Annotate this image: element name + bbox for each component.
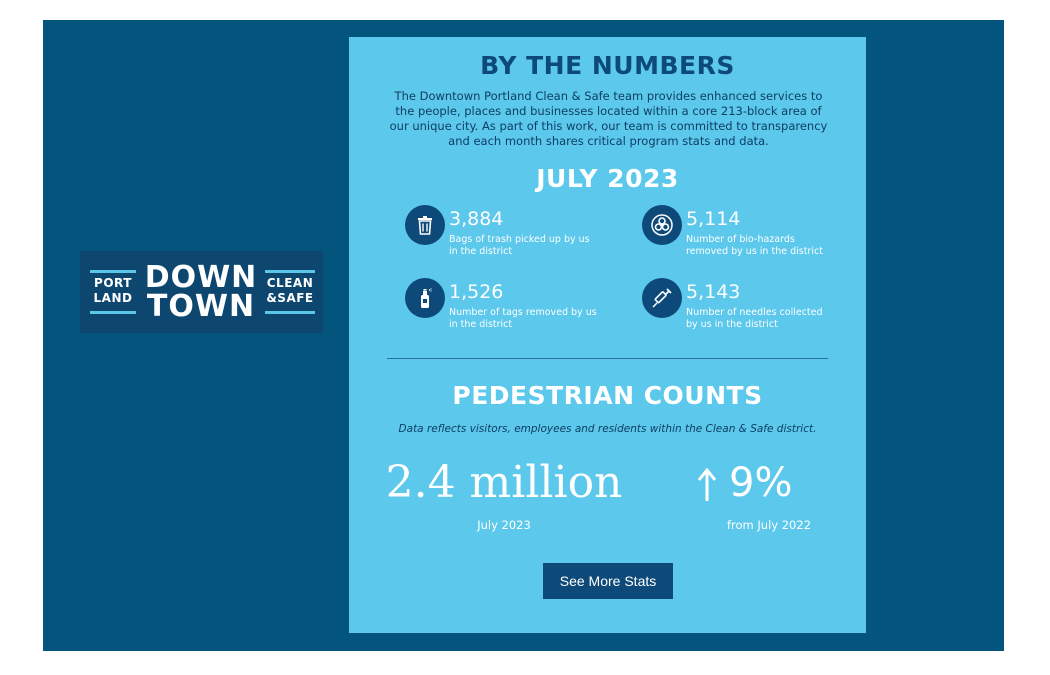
biohazard-icon xyxy=(642,205,682,245)
logo-bar xyxy=(265,270,315,273)
section-divider xyxy=(387,358,828,359)
pedestrian-note: Data reflects visitors, employees and re… xyxy=(398,423,817,435)
card-title: BY THE NUMBERS xyxy=(480,51,735,80)
pedestrian-change-label: from July 2022 xyxy=(726,518,812,532)
logo-down-text: DOWN xyxy=(144,260,258,295)
stat-value: 3,884 xyxy=(449,208,504,230)
stat-trash: 3,884 Bags of trash picked up by us in t… xyxy=(405,205,635,265)
logo-portland-block: PORT LAND xyxy=(90,270,136,314)
stat-value: 5,143 xyxy=(686,281,741,303)
pedestrian-count-label: July 2023 xyxy=(477,518,531,532)
stat-needles: 5,143 Number of needles collected by us … xyxy=(642,278,872,338)
card-intro-text: The Downtown Portland Clean & Safe team … xyxy=(389,89,828,148)
pedestrian-counts-heading: PEDESTRIAN COUNTS xyxy=(452,381,763,410)
arrow-up-icon xyxy=(697,468,717,501)
month-heading: JULY 2023 xyxy=(536,164,679,193)
logo-clean-safe-block: CLEAN &SAFE xyxy=(265,270,315,314)
logo-clean-text: CLEAN xyxy=(266,276,314,290)
stats-card: BY THE NUMBERS The Downtown Portland Cle… xyxy=(349,37,866,633)
stat-tags: 1,526 Number of tags removed by us in th… xyxy=(405,278,635,338)
pedestrian-change: 9% xyxy=(685,455,855,511)
logo-bar xyxy=(90,311,136,314)
stat-value: 5,114 xyxy=(686,208,741,230)
downtown-portland-logo: PORT LAND DOWN TOWN CLEAN &SAFE xyxy=(80,251,323,333)
spray-can-icon xyxy=(405,278,445,318)
stat-label: Number of bio-hazards removed by us in t… xyxy=(686,234,823,257)
stat-label: Bags of trash picked up by us in the dis… xyxy=(449,234,590,257)
stat-label: Number of needles collected by us in the… xyxy=(686,307,823,330)
stat-label: Number of tags removed by us in the dist… xyxy=(449,307,597,330)
logo-safe-text: &SAFE xyxy=(266,291,314,305)
trash-can-icon xyxy=(405,205,445,245)
logo-port-text: PORT xyxy=(94,276,132,290)
logo-land-text: LAND xyxy=(93,291,133,305)
stat-value: 1,526 xyxy=(449,281,504,303)
pedestrian-change-value: 9% xyxy=(729,460,793,506)
see-more-stats-button[interactable]: See More Stats xyxy=(543,563,673,599)
logo-bar xyxy=(265,311,315,314)
logo-bar xyxy=(90,270,136,273)
syringe-icon xyxy=(642,278,682,318)
logo-town-text: TOWN xyxy=(146,289,256,324)
pedestrian-count-value: 2.4 million xyxy=(385,457,623,508)
stat-biohazards: 5,114 Number of bio-hazards removed by u… xyxy=(642,205,872,265)
